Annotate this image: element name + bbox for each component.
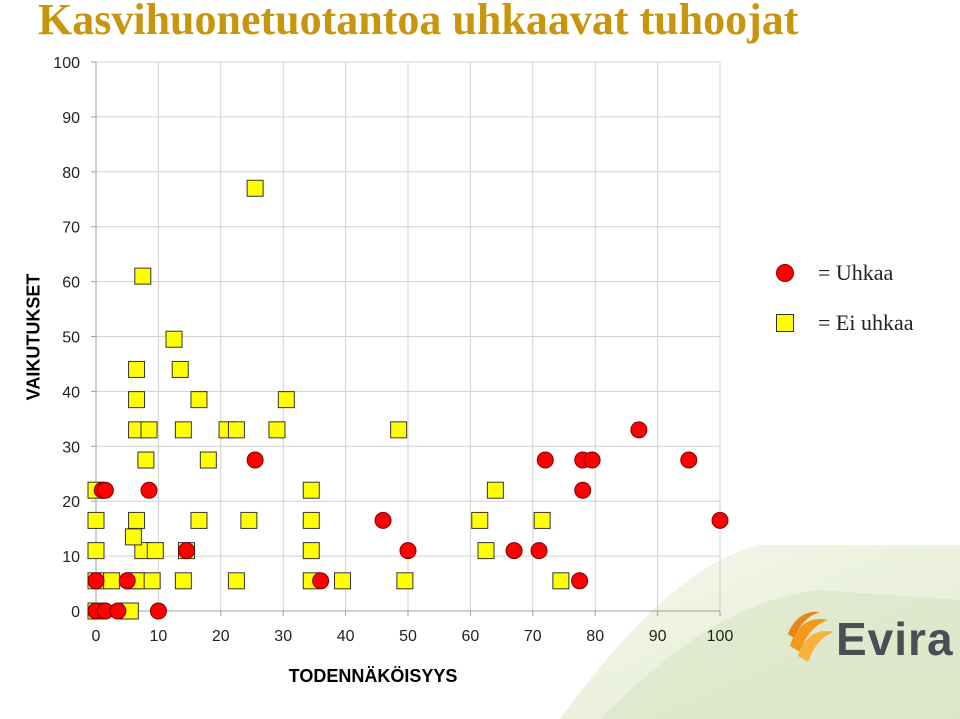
data-point-ei-uhkaa <box>87 542 105 560</box>
data-point-uhkaa <box>536 451 554 469</box>
data-point-uhkaa <box>140 481 158 499</box>
data-point-ei-uhkaa <box>227 421 245 439</box>
data-point-ei-uhkaa <box>174 572 192 590</box>
data-point-ei-uhkaa <box>137 451 155 469</box>
data-point-uhkaa <box>87 572 105 590</box>
data-point-ei-uhkaa <box>199 451 217 469</box>
evira-leaf-icon <box>788 611 834 662</box>
data-point-ei-uhkaa <box>190 511 208 529</box>
data-point-ei-uhkaa <box>246 179 264 197</box>
x-tick-label: 70 <box>524 628 542 645</box>
data-point-ei-uhkaa <box>140 421 158 439</box>
data-point-uhkaa <box>711 511 729 529</box>
data-point-ei-uhkaa <box>471 511 489 529</box>
x-tick-label: 10 <box>150 628 168 645</box>
x-axis-label: TODENNÄKÖISYYS <box>288 666 458 686</box>
data-point-ei-uhkaa <box>165 330 183 348</box>
x-tick-label: 30 <box>274 628 292 645</box>
red-circle-icon <box>776 264 794 282</box>
x-tick-label: 0 <box>92 628 101 645</box>
x-tick-label: 100 <box>707 628 734 645</box>
data-point-uhkaa <box>312 572 330 590</box>
data-point-uhkaa <box>530 542 548 560</box>
data-point-ei-uhkaa <box>302 481 320 499</box>
data-point-uhkaa <box>571 572 589 590</box>
data-point-ei-uhkaa <box>128 360 146 378</box>
x-tick-label: 80 <box>586 628 604 645</box>
data-point-ei-uhkaa <box>103 572 121 590</box>
data-point-ei-uhkaa <box>477 542 495 560</box>
data-point-ei-uhkaa <box>124 528 142 546</box>
data-point-ei-uhkaa <box>146 542 164 560</box>
legend-label-threat: = Uhkaa <box>818 260 894 285</box>
y-tick-label: 0 <box>71 604 80 621</box>
x-tick-label: 60 <box>462 628 480 645</box>
data-point-ei-uhkaa <box>552 572 570 590</box>
data-point-uhkaa <box>574 481 592 499</box>
data-point-ei-uhkaa <box>277 391 295 409</box>
y-tick-label: 10 <box>62 549 80 566</box>
yellow-square-icon <box>776 314 794 332</box>
data-point-uhkaa <box>96 481 114 499</box>
data-point-uhkaa <box>118 572 136 590</box>
data-point-ei-uhkaa <box>268 421 286 439</box>
data-point-uhkaa <box>246 451 264 469</box>
y-tick-label: 50 <box>62 330 80 347</box>
data-point-ei-uhkaa <box>87 511 105 529</box>
data-point-ei-uhkaa <box>128 391 146 409</box>
data-point-ei-uhkaa <box>302 542 320 560</box>
data-point-uhkaa <box>177 542 195 560</box>
data-point-ei-uhkaa <box>396 572 414 590</box>
logo-text: Evira <box>836 613 954 665</box>
data-point-uhkaa <box>149 602 167 620</box>
data-point-ei-uhkaa <box>134 267 152 285</box>
data-point-uhkaa <box>630 421 648 439</box>
legend-label-non-threat: = Ei uhkaa <box>818 310 914 335</box>
data-point-uhkaa <box>374 511 392 529</box>
data-point-ei-uhkaa <box>533 511 551 529</box>
data-point-ei-uhkaa <box>390 421 408 439</box>
data-point-uhkaa <box>109 602 127 620</box>
y-tick-label: 90 <box>62 110 80 127</box>
data-point-ei-uhkaa <box>333 572 351 590</box>
y-tick-label: 70 <box>62 220 80 237</box>
y-tick-label: 40 <box>62 384 80 401</box>
x-tick-label: 20 <box>212 628 230 645</box>
data-point-uhkaa <box>680 451 698 469</box>
data-point-ei-uhkaa <box>486 481 504 499</box>
evira-logo: Evira <box>786 606 958 670</box>
y-tick-label: 80 <box>62 165 80 182</box>
y-tick-label: 60 <box>62 275 80 292</box>
y-tick-label: 30 <box>62 439 80 456</box>
data-point-ei-uhkaa <box>174 421 192 439</box>
x-tick-label: 90 <box>649 628 667 645</box>
data-point-ei-uhkaa <box>128 511 146 529</box>
data-point-ei-uhkaa <box>143 572 161 590</box>
data-point-uhkaa <box>505 542 523 560</box>
x-tick-label: 50 <box>399 628 417 645</box>
data-point-ei-uhkaa <box>227 572 245 590</box>
data-point-ei-uhkaa <box>190 391 208 409</box>
data-point-ei-uhkaa <box>302 511 320 529</box>
data-point-ei-uhkaa <box>171 360 189 378</box>
y-tick-label: 100 <box>53 55 80 72</box>
data-point-uhkaa <box>583 451 601 469</box>
y-tick-label: 20 <box>62 494 80 511</box>
chart-title: Kasvihuonetuotantoa uhkaavat tuhoojat <box>38 0 799 44</box>
data-point-uhkaa <box>399 542 417 560</box>
x-tick-label: 40 <box>337 628 355 645</box>
data-point-ei-uhkaa <box>240 511 258 529</box>
